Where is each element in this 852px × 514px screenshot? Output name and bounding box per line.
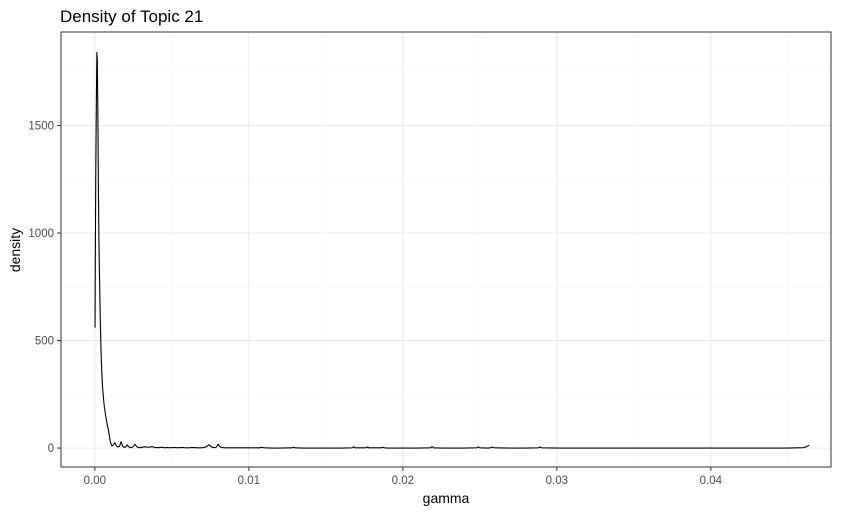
x-tick-label: 0.00 <box>84 475 106 487</box>
chart-title: Density of Topic 21 <box>60 7 203 26</box>
x-tick-label: 0.02 <box>392 475 414 487</box>
y-tick-label: 500 <box>35 336 54 348</box>
x-tick-label: 0.03 <box>546 475 568 487</box>
line-layer <box>94 51 810 449</box>
y-axis: 0 500 1000 1500 <box>28 121 61 455</box>
x-axis: 0.00 0.01 0.02 0.03 0.04 <box>84 467 723 487</box>
grid <box>61 32 831 467</box>
y-axis-title: density <box>7 228 23 272</box>
density-line <box>94 51 810 449</box>
y-tick-label: 1500 <box>28 121 54 133</box>
y-tick-label: 0 <box>48 443 54 455</box>
x-tick-label: 0.04 <box>700 475 723 487</box>
panel-border <box>60 31 832 468</box>
x-tick-label: 0.01 <box>238 475 260 487</box>
y-tick-label: 1000 <box>28 228 54 240</box>
x-axis-title: gamma <box>423 490 470 506</box>
